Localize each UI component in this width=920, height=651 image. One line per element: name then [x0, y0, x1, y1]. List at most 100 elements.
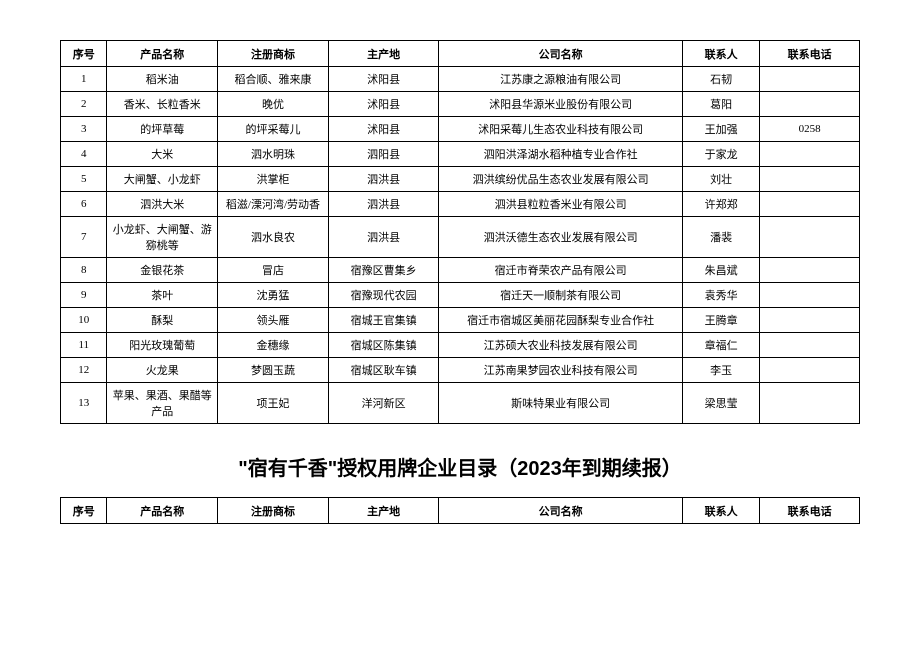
table-cell: 于家龙 — [682, 142, 759, 167]
table-cell: 大米 — [107, 142, 218, 167]
table-cell: 5 — [61, 167, 107, 192]
table-cell: 宿迁天一顺制茶有限公司 — [439, 283, 682, 308]
table-cell: 9 — [61, 283, 107, 308]
table-cell: 王腾章 — [682, 308, 759, 333]
table-cell: 稻合顺、雅来康 — [218, 67, 329, 92]
table-row: 9茶叶沈勇猛宿豫现代农园宿迁天一顺制茶有限公司袁秀华 — [61, 283, 860, 308]
table-cell: 沈勇猛 — [218, 283, 329, 308]
table-row: 7小龙虾、大闸蟹、游猕桃等泗水良农泗洪县泗洪沃德生态农业发展有限公司潘裴 — [61, 217, 860, 258]
table-cell: 冒店 — [218, 258, 329, 283]
table-cell: 4 — [61, 142, 107, 167]
col-header: 主产地 — [328, 498, 439, 524]
table-cell: 稻滋/溧河湾/劳动香 — [218, 192, 329, 217]
table-cell: 阳光玫瑰葡萄 — [107, 333, 218, 358]
table-cell: 许郑郑 — [682, 192, 759, 217]
table-row: 4大米泗水明珠泗阳县泗阳洪泽湖水稻种植专业合作社于家龙 — [61, 142, 860, 167]
table-cell: 泗洪县 — [328, 192, 439, 217]
col-header: 序号 — [61, 498, 107, 524]
table-cell — [760, 67, 860, 92]
table-cell — [760, 258, 860, 283]
col-header: 注册商标 — [218, 41, 329, 67]
table-cell — [760, 142, 860, 167]
table-row: 11阳光玫瑰葡萄金穗缘宿城区陈集镇江苏硕大农业科技发展有限公司章福仁 — [61, 333, 860, 358]
table-cell: 晚优 — [218, 92, 329, 117]
table-cell: 江苏南果梦园农业科技有限公司 — [439, 358, 682, 383]
table-cell: 泗洪缤纷优品生态农业发展有限公司 — [439, 167, 682, 192]
table-cell: 潘裴 — [682, 217, 759, 258]
table-cell: 6 — [61, 192, 107, 217]
table-cell: 香米、长粒香米 — [107, 92, 218, 117]
table-catalog-1: 序号产品名称注册商标主产地公司名称联系人联系电话 1稻米油稻合顺、雅来康沭阳县江… — [60, 40, 860, 424]
table-cell: 宿豫区曹集乡 — [328, 258, 439, 283]
table-cell: 11 — [61, 333, 107, 358]
table-cell: 沭阳县 — [328, 117, 439, 142]
table-row: 6泗洪大米稻滋/溧河湾/劳动香泗洪县泗洪县粒粒香米业有限公司许郑郑 — [61, 192, 860, 217]
col-header: 联系人 — [682, 498, 759, 524]
table-cell: 朱昌斌 — [682, 258, 759, 283]
table-row: 12火龙果梦圆玉蔬宿城区耿车镇江苏南果梦园农业科技有限公司李玉 — [61, 358, 860, 383]
table-cell: 沭阳县华源米业股份有限公司 — [439, 92, 682, 117]
table-cell: 宿迁市宿城区美丽花园酥梨专业合作社 — [439, 308, 682, 333]
table-cell: 宿迁市脊荣农产品有限公司 — [439, 258, 682, 283]
table-cell: 的坪草莓 — [107, 117, 218, 142]
table-cell — [760, 308, 860, 333]
table-cell: 茶叶 — [107, 283, 218, 308]
table-cell: 1 — [61, 67, 107, 92]
table-cell: 13 — [61, 383, 107, 424]
table-cell: 火龙果 — [107, 358, 218, 383]
thead-1: 序号产品名称注册商标主产地公司名称联系人联系电话 — [61, 41, 860, 67]
table-cell: 斯味特果业有限公司 — [439, 383, 682, 424]
thead-2: 序号产品名称注册商标主产地公司名称联系人联系电话 — [61, 498, 860, 524]
table-cell: 泗阳县 — [328, 142, 439, 167]
table-cell: 梁思莹 — [682, 383, 759, 424]
table-cell: 石韧 — [682, 67, 759, 92]
table-cell: 小龙虾、大闸蟹、游猕桃等 — [107, 217, 218, 258]
section-title: "宿有千香"授权用牌企业目录（2023年到期续报） — [60, 452, 860, 481]
table-cell: 葛阳 — [682, 92, 759, 117]
table-cell: 刘壮 — [682, 167, 759, 192]
table-cell: 金穗缘 — [218, 333, 329, 358]
table-cell: 洋河新区 — [328, 383, 439, 424]
table-cell: 宿豫现代农园 — [328, 283, 439, 308]
table-cell: 江苏硕大农业科技发展有限公司 — [439, 333, 682, 358]
table-cell: 江苏康之源粮油有限公司 — [439, 67, 682, 92]
header-row-1: 序号产品名称注册商标主产地公司名称联系人联系电话 — [61, 41, 860, 67]
table-row: 13苹果、果酒、果醋等产品项王妃洋河新区斯味特果业有限公司梁思莹 — [61, 383, 860, 424]
table-row: 10酥梨领头雁宿城王官集镇宿迁市宿城区美丽花园酥梨专业合作社王腾章 — [61, 308, 860, 333]
table-cell — [760, 217, 860, 258]
table-cell — [760, 333, 860, 358]
table-cell: 金银花茶 — [107, 258, 218, 283]
header-row-2: 序号产品名称注册商标主产地公司名称联系人联系电话 — [61, 498, 860, 524]
table-cell: 王加强 — [682, 117, 759, 142]
table-cell: 0258 — [760, 117, 860, 142]
table-cell: 大闸蟹、小龙虾 — [107, 167, 218, 192]
table-cell: 泗阳洪泽湖水稻种植专业合作社 — [439, 142, 682, 167]
col-header: 序号 — [61, 41, 107, 67]
table-cell: 李玉 — [682, 358, 759, 383]
table-cell: 项王妃 — [218, 383, 329, 424]
table-cell: 洪掌柜 — [218, 167, 329, 192]
table-cell — [760, 383, 860, 424]
table-cell: 袁秀华 — [682, 283, 759, 308]
table-cell: 8 — [61, 258, 107, 283]
table-cell: 梦圆玉蔬 — [218, 358, 329, 383]
table-cell — [760, 358, 860, 383]
table-row: 5大闸蟹、小龙虾洪掌柜泗洪县泗洪缤纷优品生态农业发展有限公司刘壮 — [61, 167, 860, 192]
table-cell: 的坪采莓儿 — [218, 117, 329, 142]
table-cell: 稻米油 — [107, 67, 218, 92]
col-header: 注册商标 — [218, 498, 329, 524]
col-header: 联系电话 — [760, 498, 860, 524]
table-cell: 沭阳县 — [328, 92, 439, 117]
table-cell: 7 — [61, 217, 107, 258]
table-row: 1稻米油稻合顺、雅来康沭阳县江苏康之源粮油有限公司石韧 — [61, 67, 860, 92]
tbody-1: 1稻米油稻合顺、雅来康沭阳县江苏康之源粮油有限公司石韧2香米、长粒香米晚优沭阳县… — [61, 67, 860, 424]
table-cell: 12 — [61, 358, 107, 383]
table-row: 2香米、长粒香米晚优沭阳县沭阳县华源米业股份有限公司葛阳 — [61, 92, 860, 117]
table-catalog-2: 序号产品名称注册商标主产地公司名称联系人联系电话 — [60, 497, 860, 524]
table-cell: 泗洪沃德生态农业发展有限公司 — [439, 217, 682, 258]
table-cell — [760, 192, 860, 217]
col-header: 产品名称 — [107, 41, 218, 67]
table-row: 3的坪草莓的坪采莓儿沭阳县沭阳采莓儿生态农业科技有限公司王加强0258 — [61, 117, 860, 142]
table-cell: 宿城区耿车镇 — [328, 358, 439, 383]
col-header: 联系电话 — [760, 41, 860, 67]
